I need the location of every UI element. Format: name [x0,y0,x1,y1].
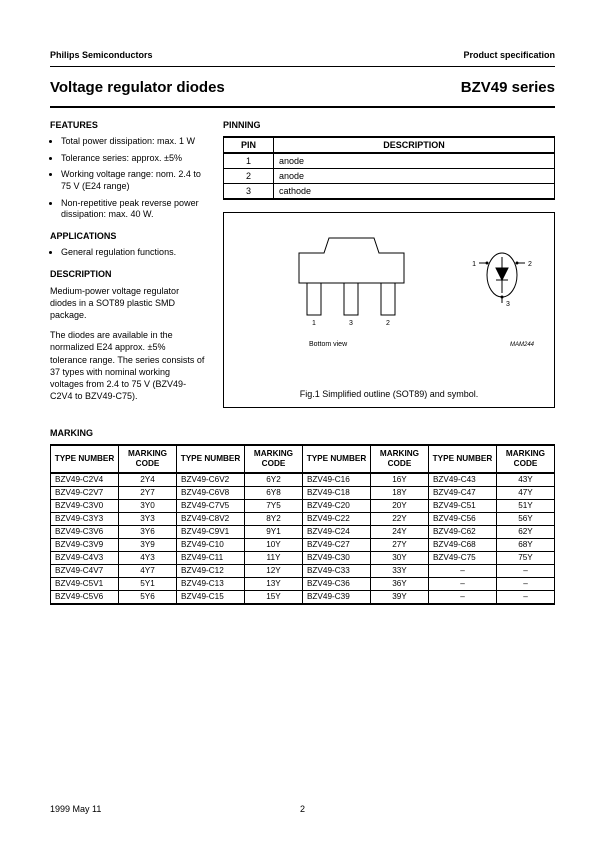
list-item: Working voltage range: nom. 2.4 to 75 V … [61,169,205,192]
pin-1-label: 1 [312,320,316,327]
applications-list: General regulation functions. [50,247,205,259]
features-heading: FEATURES [50,120,205,130]
header-doc-type: Product specification [463,50,555,60]
table-row: BZV49-C2V42Y4BZV49-C6V26Y2BZV49-C1616YBZ… [51,473,555,487]
table-row: BZV49-C3Y33Y3BZV49-C8V28Y2BZV49-C2222YBZ… [51,512,555,525]
sot89-diagram: 1 3 2 Bottom view MAM244 [224,213,554,373]
right-column: PINNING PIN DESCRIPTION 1anode 2anode 3c… [223,120,555,410]
col-pin: PIN [224,137,274,153]
marking-table: TYPE NUMBER MARKING CODE TYPE NUMBER MAR… [50,444,555,605]
col-code: MARKING CODE [245,445,303,473]
pin-3-label: 3 [349,320,353,327]
col-code: MARKING CODE [119,445,177,473]
sym-pin2: 2 [528,261,532,268]
page-footer: 1999 May 11 2 [50,804,555,814]
col-desc: DESCRIPTION [274,137,555,153]
table-row: BZV49-C3V63Y6BZV49-C9V19Y1BZV49-C2424YBZ… [51,525,555,538]
table-row: BZV49-C5V15Y1BZV49-C1313YBZV49-C3636Y–– [51,577,555,590]
sym-pin1: 1 [472,261,476,268]
description-heading: DESCRIPTION [50,269,205,279]
list-item: Total power dissipation: max. 1 W [61,136,205,148]
table-row: BZV49-C5V65Y6BZV49-C1515YBZV49-C3939Y–– [51,590,555,604]
figure-box: 1 3 2 Bottom view MAM244 [223,212,555,408]
figure-ref: MAM244 [510,342,535,348]
table-row: 3cathode [224,184,555,200]
col-code: MARKING CODE [496,445,554,473]
pinning-heading: PINNING [223,120,555,130]
col-type: TYPE NUMBER [51,445,119,473]
bottom-view-label: Bottom view [309,341,348,348]
marking-heading: MARKING [50,428,555,438]
left-column: FEATURES Total power dissipation: max. 1… [50,120,205,410]
figure-caption: Fig.1 Simplified outline (SOT89) and sym… [224,389,554,399]
table-row: 2anode [224,169,555,184]
series-title: BZV49 series [461,79,555,96]
pin-2-label: 2 [386,320,390,327]
table-row: BZV49-C4V74Y7BZV49-C1212YBZV49-C3333Y–– [51,564,555,577]
page-title: Voltage regulator diodes [50,79,225,96]
description-p1: Medium-power voltage regulator diodes in… [50,285,205,321]
list-item: General regulation functions. [61,247,205,259]
description-p2: The diodes are available in the normaliz… [50,329,205,402]
sym-pin3: 3 [506,301,510,308]
table-row: BZV49-C3V03Y0BZV49-C7V57Y5BZV49-C2020YBZ… [51,499,555,512]
footer-page: 2 [300,804,305,814]
table-row: BZV49-C4V34Y3BZV49-C1111YBZV49-C3030YBZV… [51,551,555,564]
list-item: Tolerance series: approx. ±5% [61,153,205,165]
header-company: Philips Semiconductors [50,50,153,60]
features-list: Total power dissipation: max. 1 W Tolera… [50,136,205,221]
col-type: TYPE NUMBER [428,445,496,473]
col-type: TYPE NUMBER [176,445,244,473]
col-type: TYPE NUMBER [302,445,370,473]
footer-date: 1999 May 11 [50,804,101,814]
applications-heading: APPLICATIONS [50,231,205,241]
table-row: BZV49-C2V72Y7BZV49-C6V86Y8BZV49-C1818YBZ… [51,486,555,499]
table-row: 1anode [224,153,555,169]
list-item: Non-repetitive peak reverse power dissip… [61,198,205,221]
rule-title [50,106,555,108]
col-code: MARKING CODE [371,445,429,473]
pinning-table: PIN DESCRIPTION 1anode 2anode 3cathode [223,136,555,200]
table-row: BZV49-C3V93Y9BZV49-C1010YBZV49-C2727YBZV… [51,538,555,551]
